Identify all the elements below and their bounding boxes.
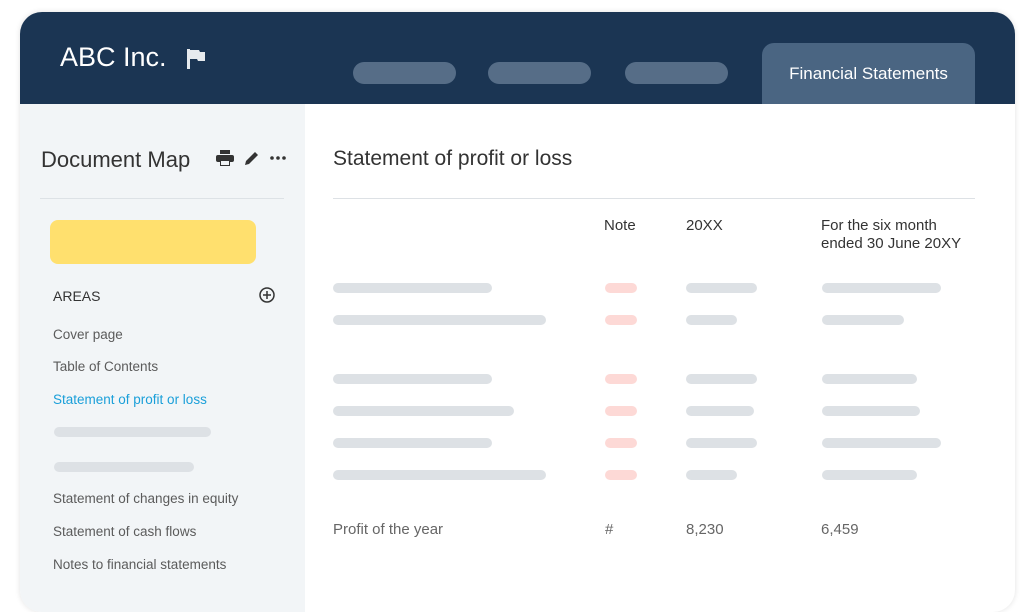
- brand-name: ABC Inc.: [60, 42, 167, 72]
- row-placeholder: [605, 406, 637, 416]
- divider: [333, 198, 975, 199]
- row-placeholder: [605, 374, 637, 384]
- more-icon[interactable]: [270, 155, 286, 161]
- sidebar-item-placeholder[interactable]: [54, 427, 211, 437]
- header: ABC Inc. Financial Statements: [20, 12, 1015, 104]
- row-placeholder: [605, 438, 637, 448]
- divider: [40, 198, 284, 199]
- row-placeholder: [822, 406, 920, 416]
- edit-icon[interactable]: [244, 150, 260, 166]
- sidebar-item-placeholder[interactable]: [54, 462, 194, 472]
- app-window: ABC Inc. Financial Statements Document M…: [20, 12, 1015, 612]
- total-period1: 8,230: [686, 521, 724, 538]
- highlight-button[interactable]: [50, 220, 256, 264]
- row-placeholder: [686, 470, 737, 480]
- row-placeholder: [605, 283, 637, 293]
- tab-placeholder[interactable]: [625, 62, 728, 84]
- row-placeholder: [686, 438, 757, 448]
- row-placeholder: [333, 470, 546, 480]
- row-placeholder: [333, 438, 492, 448]
- row-placeholder: [333, 406, 514, 416]
- row-placeholder: [822, 283, 941, 293]
- row-placeholder: [822, 374, 917, 384]
- sidebar-item-notes[interactable]: Notes to financial statements: [53, 557, 227, 572]
- print-icon[interactable]: [216, 150, 234, 166]
- page-title: Statement of profit or loss: [333, 147, 573, 170]
- column-period2: For the six month ended 30 June 20XY: [821, 217, 962, 252]
- add-area-icon[interactable]: [259, 287, 275, 303]
- row-placeholder: [605, 470, 637, 480]
- sidebar-item-profit-or-loss[interactable]: Statement of profit or loss: [53, 392, 207, 407]
- row-placeholder: [333, 374, 492, 384]
- column-period1: 20XX: [686, 217, 723, 234]
- column-note: Note: [604, 217, 636, 234]
- row-placeholder: [822, 315, 904, 325]
- tab-financial-statements[interactable]: Financial Statements: [762, 43, 975, 104]
- sidebar-item-cover-page[interactable]: Cover page: [53, 327, 123, 342]
- row-placeholder: [822, 470, 917, 480]
- row-placeholder: [686, 283, 757, 293]
- flag-icon[interactable]: [186, 48, 206, 70]
- sidebar-item-changes-in-equity[interactable]: Statement of changes in equity: [53, 491, 239, 506]
- row-placeholder: [333, 315, 546, 325]
- total-period2: 6,459: [821, 521, 859, 538]
- row-placeholder: [686, 315, 737, 325]
- total-note: #: [605, 521, 614, 538]
- tab-placeholder[interactable]: [353, 62, 456, 84]
- row-placeholder: [686, 374, 757, 384]
- row-placeholder: [605, 315, 637, 325]
- row-placeholder: [686, 406, 754, 416]
- total-label: Profit of the year: [333, 521, 444, 538]
- sidebar-item-table-of-contents[interactable]: Table of Contents: [53, 359, 159, 374]
- areas-heading: AREAS: [53, 288, 101, 304]
- sidebar: Document Map AREAS Cover page Table of C…: [20, 104, 305, 612]
- row-placeholder: [822, 438, 941, 448]
- sidebar-title: Document Map: [41, 147, 191, 172]
- row-placeholder: [333, 283, 492, 293]
- tab-placeholder[interactable]: [488, 62, 591, 84]
- sidebar-item-cash-flows[interactable]: Statement of cash flows: [53, 524, 197, 539]
